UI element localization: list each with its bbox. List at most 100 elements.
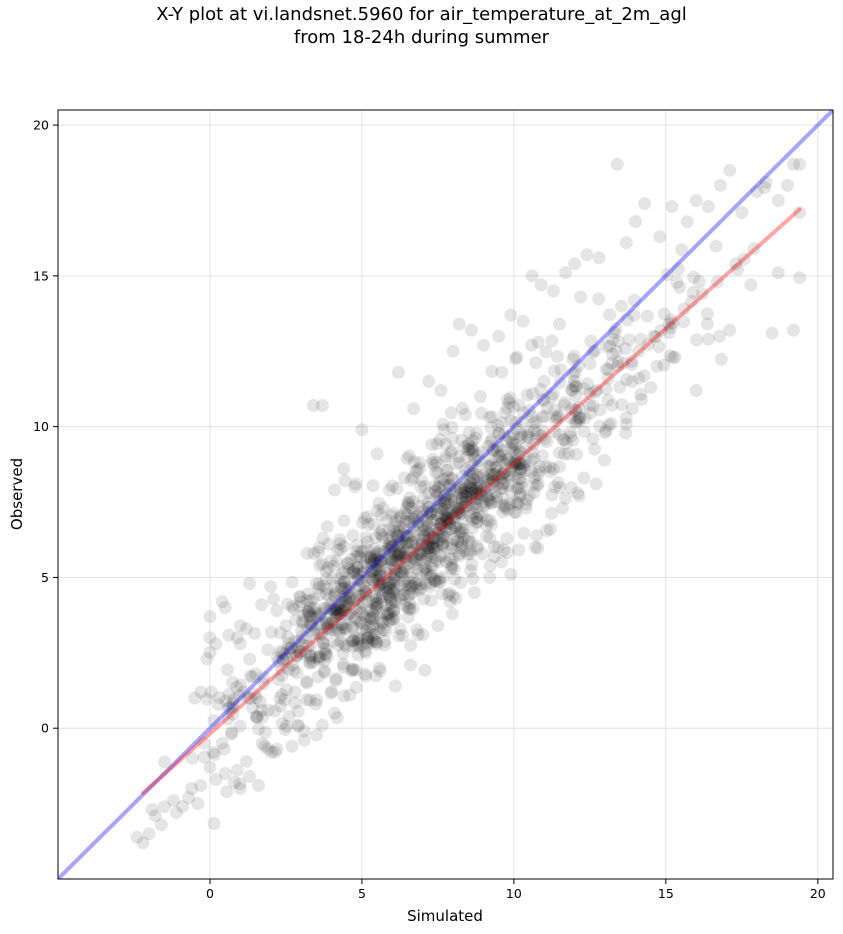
- scatter-point: [666, 350, 680, 364]
- scatter-point: [429, 455, 443, 469]
- scatter-point: [625, 402, 639, 416]
- scatter-point: [323, 623, 337, 637]
- scatter-point: [398, 471, 411, 485]
- scatter-point: [424, 507, 438, 521]
- scatter-point: [554, 363, 568, 377]
- scatter-point: [258, 739, 272, 753]
- scatter-point: [411, 515, 425, 529]
- scatter-point: [325, 685, 339, 698]
- scatter-point: [731, 262, 745, 276]
- scatter-point: [345, 664, 359, 678]
- scatter-point: [403, 597, 417, 611]
- scatter-point: [343, 591, 357, 605]
- scatter-point: [531, 541, 545, 555]
- scatter-point: [370, 637, 383, 651]
- scatter-point: [465, 513, 479, 527]
- scatter-point: [374, 595, 388, 609]
- scatter-point: [316, 532, 330, 545]
- scatter-point: [480, 519, 493, 533]
- scatter-point: [321, 649, 335, 663]
- scatter-point: [497, 543, 511, 557]
- scatter-point: [278, 648, 292, 662]
- scatter-point: [403, 582, 417, 596]
- scatter-point: [457, 440, 471, 454]
- scatter-point: [430, 538, 444, 552]
- scatter-point: [765, 326, 779, 340]
- scatter-point: [130, 830, 144, 844]
- scatter-point: [417, 592, 431, 606]
- scatter-point: [508, 505, 521, 519]
- scatter-point: [469, 511, 483, 525]
- scatter-point: [436, 417, 450, 431]
- scatter-point: [458, 479, 472, 492]
- scatter-point: [568, 257, 582, 271]
- scatter-point: [410, 525, 424, 539]
- scatter-point: [474, 479, 488, 493]
- scatter-point: [438, 509, 452, 523]
- scatter-point: [367, 518, 381, 532]
- scatter-point: [456, 490, 470, 503]
- scatter-point: [255, 598, 269, 612]
- scatter-point: [421, 496, 435, 510]
- scatter-point: [412, 533, 425, 547]
- scatter-point: [387, 520, 401, 534]
- scatter-point: [443, 586, 457, 600]
- scatter-point: [315, 718, 329, 732]
- scatter-point: [416, 519, 430, 533]
- scatter-point: [513, 444, 527, 458]
- scatter-point: [391, 365, 405, 379]
- scatter-point: [232, 689, 246, 703]
- scatter-point: [399, 545, 413, 559]
- scatter-point: [243, 770, 256, 783]
- scatter-point: [354, 616, 368, 630]
- scatter-point: [305, 618, 319, 632]
- scatter-point: [356, 588, 370, 602]
- scatter-point: [430, 522, 443, 536]
- scatter-point: [455, 526, 469, 540]
- scatter-point: [452, 456, 466, 470]
- scatter-point: [217, 742, 231, 756]
- scatter-point: [539, 460, 553, 474]
- scatter-point: [465, 558, 479, 572]
- scatter-point: [336, 621, 350, 635]
- scatter-point: [346, 634, 360, 647]
- scatter-point: [261, 742, 275, 756]
- scatter-point: [557, 398, 571, 412]
- scatter-point: [326, 613, 340, 627]
- scatter-point: [453, 507, 467, 521]
- scatter-point: [486, 468, 500, 482]
- scatter-point: [359, 585, 372, 599]
- scatter-point: [546, 462, 560, 476]
- scatter-point: [436, 519, 450, 533]
- scatter-point: [359, 587, 373, 601]
- scatter-point: [428, 458, 442, 472]
- scatter-point: [438, 453, 452, 467]
- scatter-point: [311, 670, 325, 684]
- scatter-point: [203, 610, 217, 624]
- scatter-point: [433, 496, 447, 510]
- scatter-point: [589, 477, 603, 491]
- scatter-point: [233, 782, 247, 795]
- scatter-point: [250, 691, 263, 705]
- scatter-point: [455, 433, 469, 447]
- scatter-point: [391, 532, 405, 546]
- scatter-point: [453, 502, 467, 516]
- scatter-point: [469, 484, 483, 498]
- scatter-point: [415, 538, 429, 552]
- scatter-point: [462, 480, 476, 494]
- scatter-point: [406, 602, 420, 615]
- scatter-point: [524, 453, 538, 467]
- scatter-point: [446, 490, 460, 504]
- scatter-point: [665, 200, 679, 213]
- scatter-point: [461, 547, 474, 561]
- scatter-point: [481, 472, 495, 486]
- scatter-point: [487, 475, 501, 489]
- scatter-point: [480, 513, 494, 527]
- scatter-point: [285, 575, 299, 589]
- y-axis-label: Observed: [8, 458, 26, 530]
- scatter-point: [243, 652, 257, 666]
- scatter-point: [383, 583, 397, 597]
- scatter-point: [392, 519, 406, 533]
- scatter-point: [334, 606, 348, 620]
- scatter-point: [452, 547, 466, 561]
